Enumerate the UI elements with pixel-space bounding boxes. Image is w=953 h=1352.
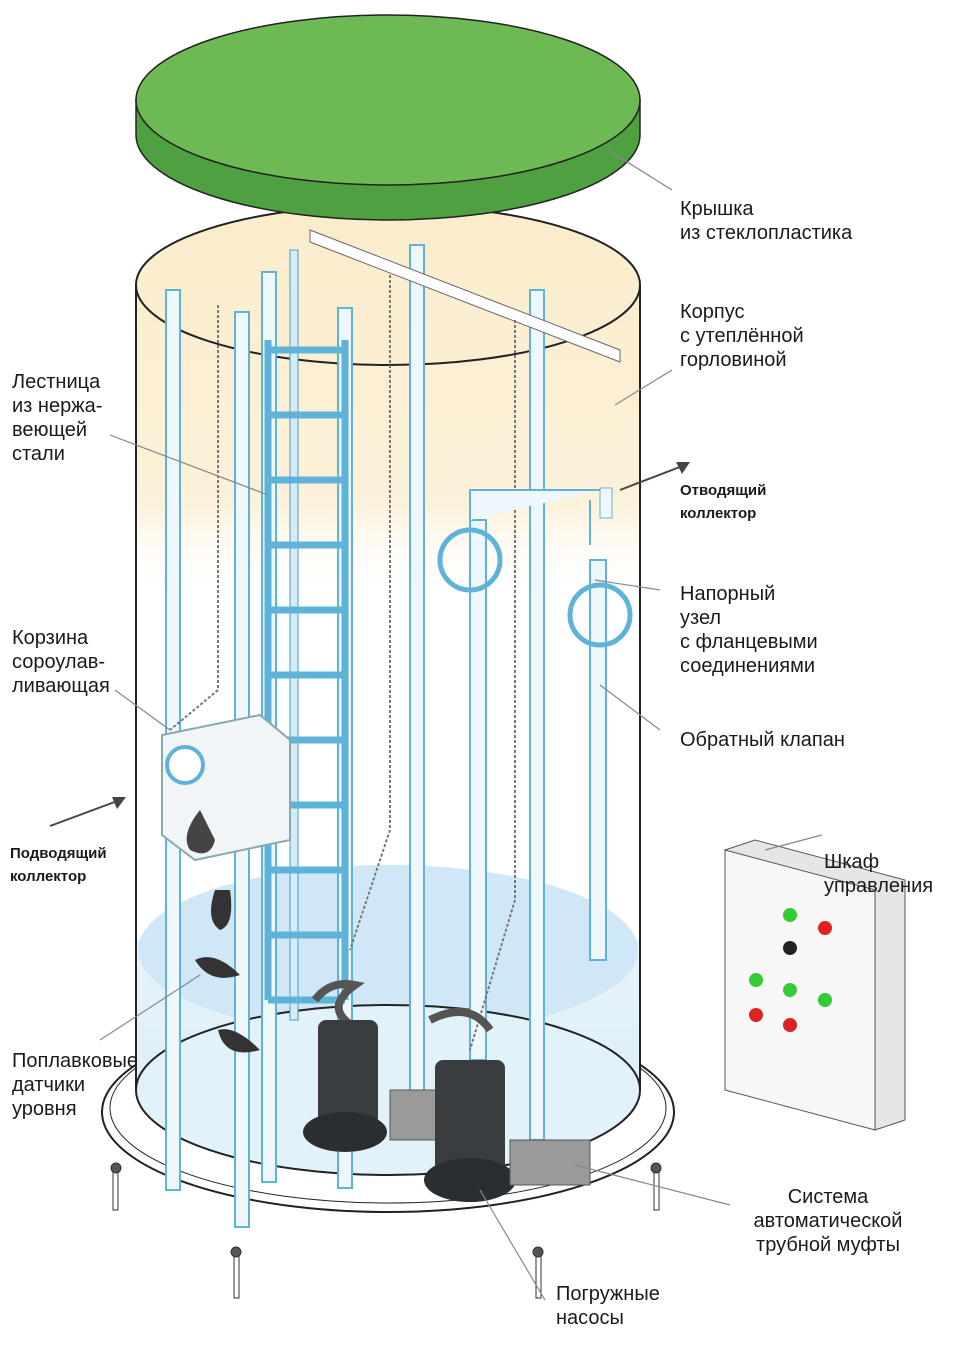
label: ливающая	[12, 675, 110, 697]
label: с фланцевыми	[680, 631, 818, 653]
label: из нержа-	[12, 395, 102, 417]
label: Подводящий	[10, 845, 107, 862]
label: из стеклопластика	[680, 222, 853, 244]
label: Лестница	[12, 371, 101, 393]
diagram: Крышка из стеклопластика Корпус с утеплё…	[0, 0, 953, 1352]
label: Напорный	[680, 583, 775, 605]
label: Поплавковые	[12, 1050, 138, 1072]
label: коллектор	[10, 868, 86, 885]
label: узел	[680, 607, 721, 629]
label: Корпус	[680, 301, 745, 323]
label: насосы	[556, 1307, 624, 1329]
label: Система	[788, 1186, 869, 1208]
label: Отводящий	[680, 482, 766, 499]
label: Погружные	[556, 1283, 660, 1305]
label: стали	[12, 443, 65, 465]
label: трубной муфты	[756, 1234, 900, 1256]
label: Обратный клапан	[680, 729, 845, 751]
label: датчики	[12, 1074, 85, 1096]
label: управления	[824, 875, 933, 897]
label: горловиной	[680, 349, 787, 371]
label: коллектор	[680, 505, 756, 522]
label: соединениями	[680, 655, 815, 677]
label: уровня	[12, 1098, 77, 1120]
label: Корзина	[12, 627, 89, 649]
label: с утеплённой	[680, 325, 804, 347]
basket	[162, 715, 290, 860]
label: веющей	[12, 419, 87, 441]
label: автоматической	[754, 1210, 903, 1232]
label: сороулав-	[12, 651, 105, 673]
label: Шкаф	[824, 851, 879, 873]
label: Крышка	[680, 198, 754, 220]
lid	[136, 15, 640, 220]
